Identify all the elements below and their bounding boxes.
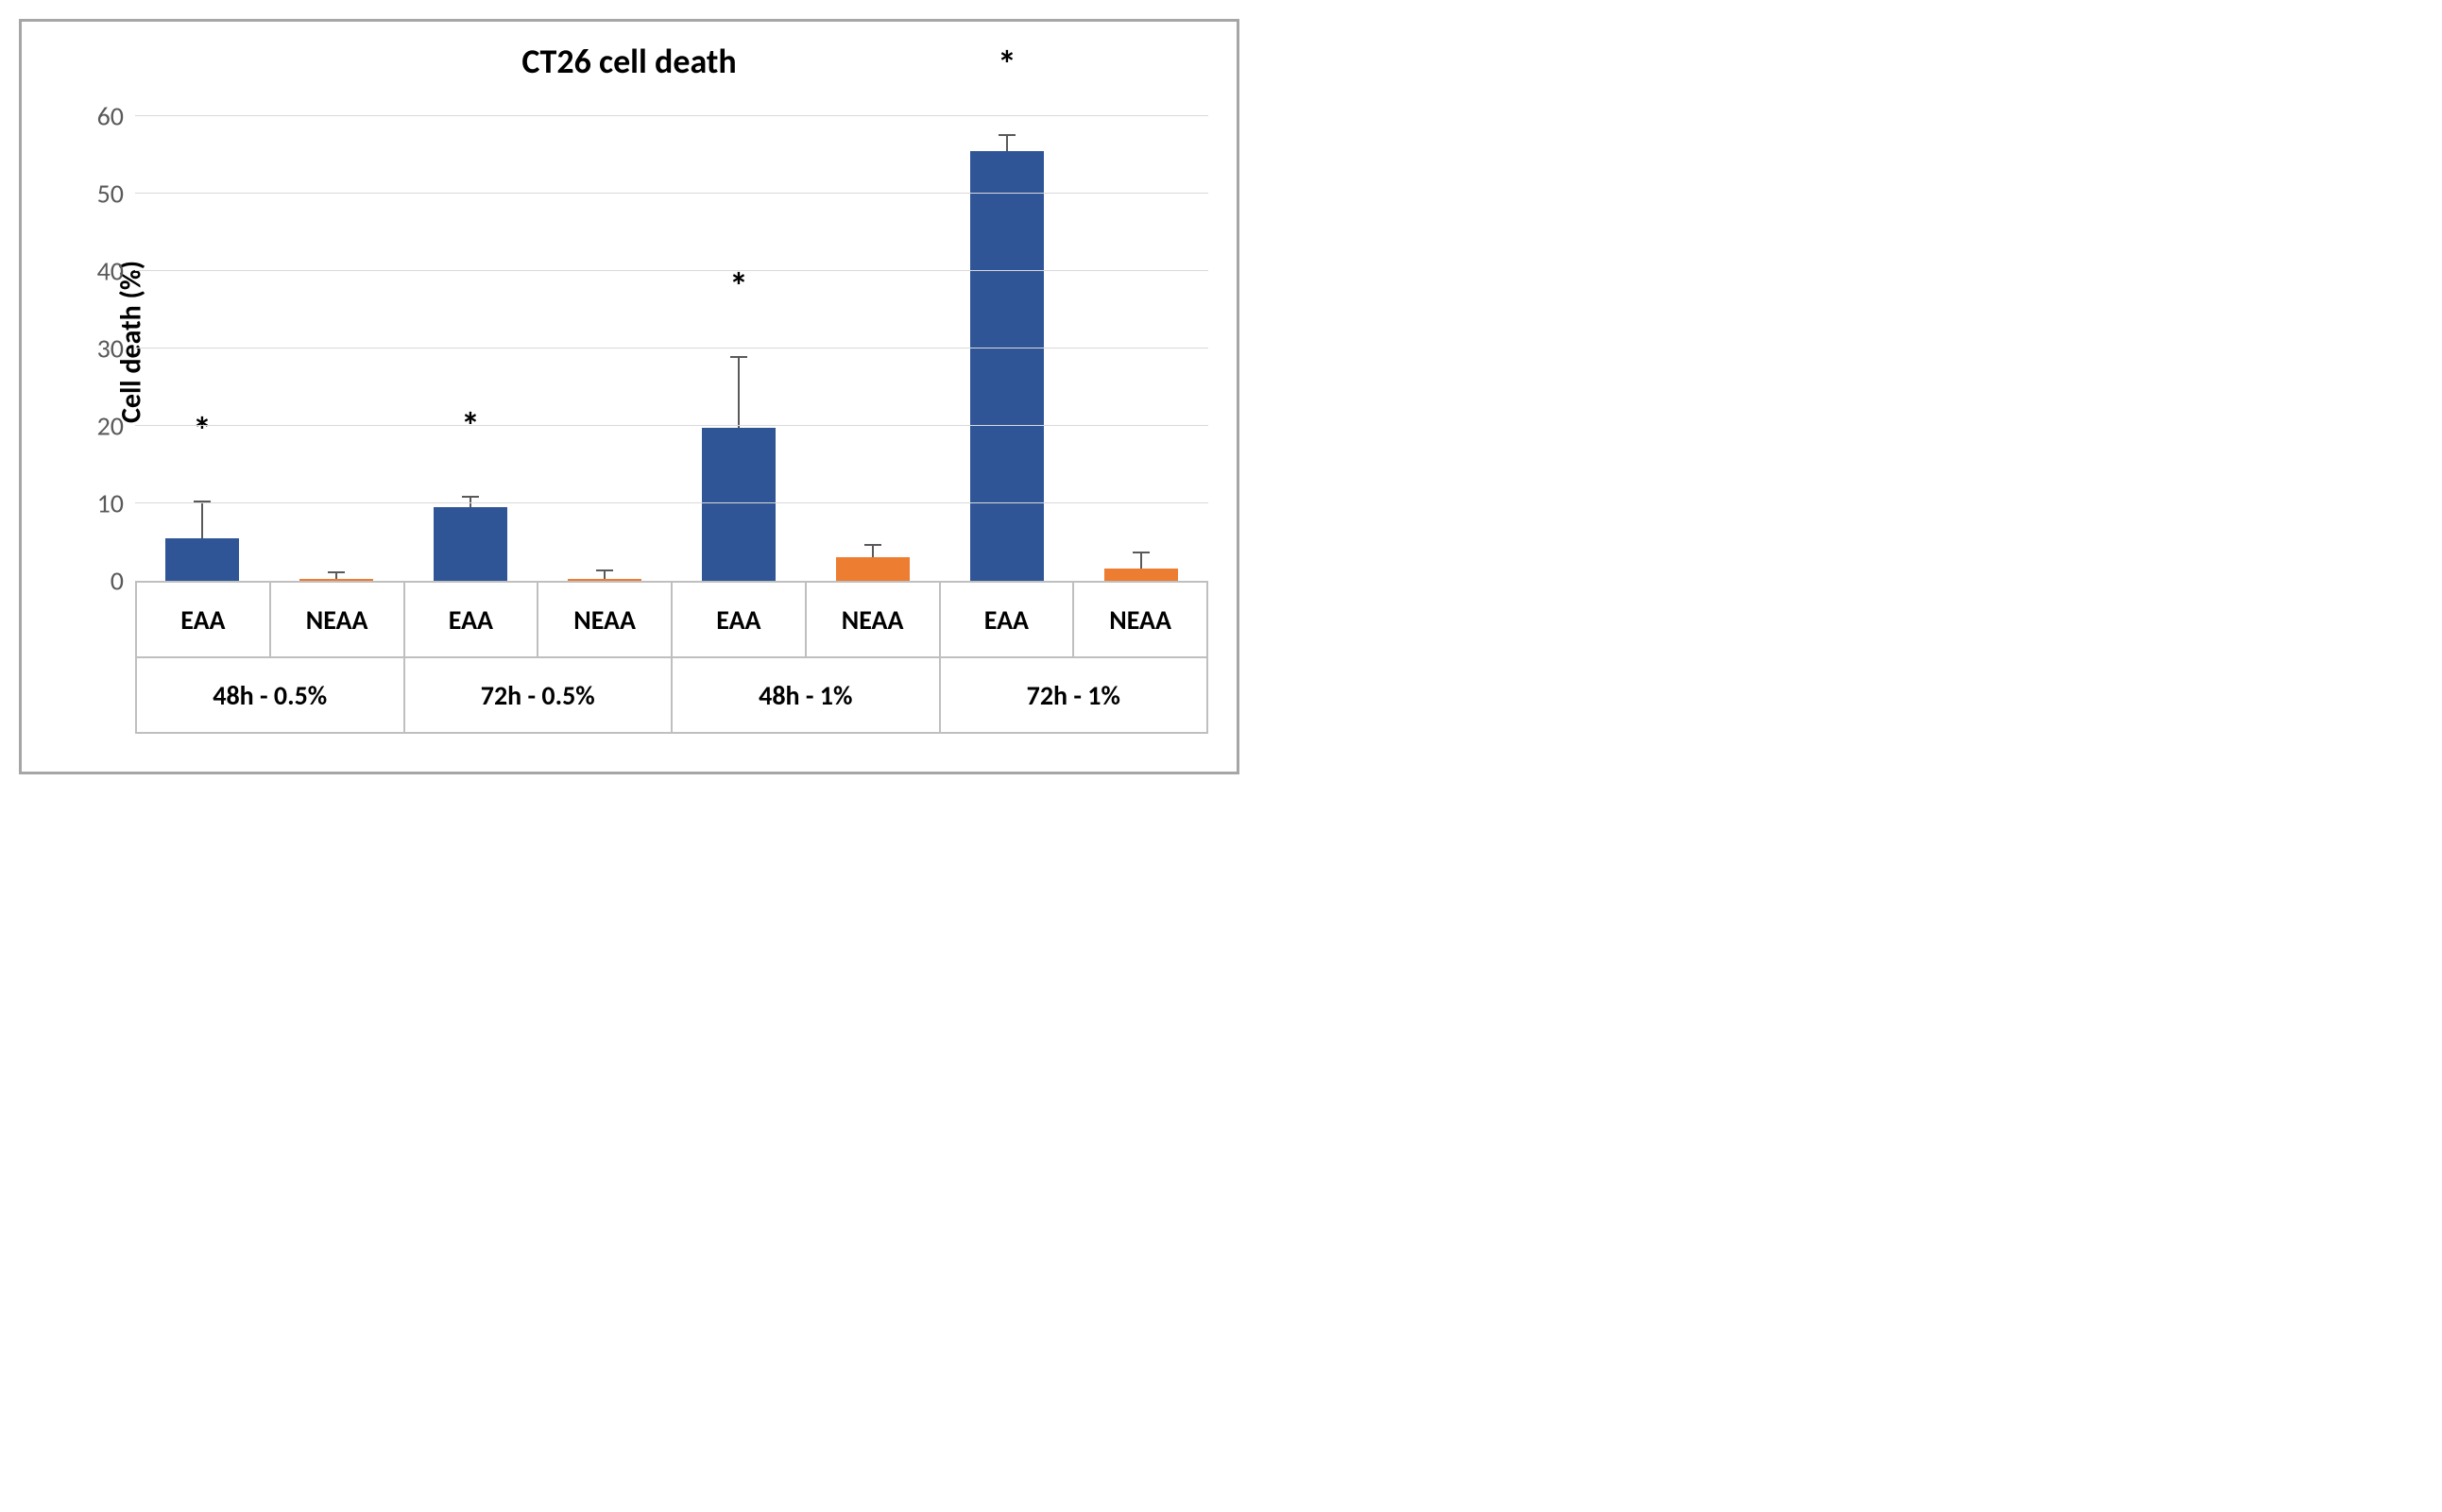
- gridline: [135, 425, 1208, 426]
- x-tick-level2: 72h - 0.5%: [403, 658, 672, 734]
- y-tick-label: 40: [97, 255, 135, 288]
- gridline: [135, 193, 1208, 194]
- gridline: [135, 502, 1208, 503]
- significance-marker: *: [193, 408, 212, 454]
- bar-neaa: [1104, 569, 1178, 581]
- bar-neaa: [836, 557, 910, 581]
- bar-neaa: [568, 579, 641, 581]
- significance-marker: *: [461, 403, 480, 450]
- x-tick-level1: EAA: [939, 583, 1073, 658]
- chart-container: CT26 cell death Cell death (%) **** 0102…: [19, 19, 1239, 774]
- gridline: [135, 270, 1208, 271]
- x-tick-level1: NEAA: [537, 583, 671, 658]
- plot-wrapper: Cell death (%) **** 0102030405060: [135, 101, 1208, 583]
- significance-marker: *: [998, 42, 1016, 88]
- chart-title: CT26 cell death: [31, 41, 1227, 82]
- x-tick-level2: 72h - 1%: [939, 658, 1209, 734]
- x-tick-level2: 48h - 0.5%: [135, 658, 403, 734]
- bar-eaa: [434, 507, 507, 581]
- x-axis-level1: EAANEAAEAANEAAEAANEAAEAANEAA: [135, 583, 1208, 658]
- x-tick-level1: NEAA: [805, 583, 939, 658]
- x-tick-level2: 48h - 1%: [671, 658, 939, 734]
- x-tick-level1: EAA: [135, 583, 269, 658]
- bar-eaa: [702, 428, 776, 581]
- x-tick-level1: NEAA: [269, 583, 403, 658]
- bar-neaa: [299, 579, 373, 581]
- x-tick-level1: NEAA: [1072, 583, 1208, 658]
- plot-area: **** 0102030405060: [135, 101, 1208, 583]
- y-tick-label: 0: [111, 565, 135, 598]
- gridline: [135, 115, 1208, 116]
- y-tick-label: 20: [97, 410, 135, 443]
- y-tick-label: 50: [97, 178, 135, 211]
- bars-layer: ****: [135, 101, 1208, 581]
- bar-eaa: [970, 151, 1044, 581]
- y-tick-label: 60: [97, 100, 135, 133]
- y-tick-label: 30: [97, 332, 135, 365]
- x-tick-level1: EAA: [403, 583, 538, 658]
- bar-eaa: [165, 538, 239, 581]
- x-tick-level1: EAA: [671, 583, 805, 658]
- y-tick-label: 10: [97, 487, 135, 520]
- x-axis-level2: 48h - 0.5%72h - 0.5%48h - 1%72h - 1%: [135, 658, 1208, 734]
